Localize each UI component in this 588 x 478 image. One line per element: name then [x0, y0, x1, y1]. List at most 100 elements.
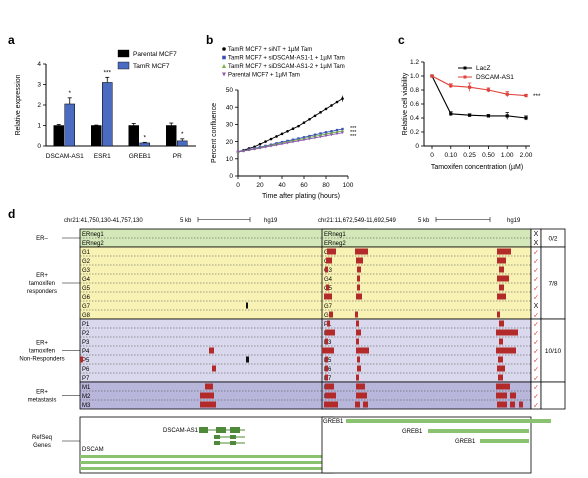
sample-row-label: P3 — [324, 340, 332, 346]
data-point — [341, 131, 344, 135]
data-point — [280, 132, 284, 136]
peak-mark — [496, 392, 507, 399]
present-mark: ✓ — [533, 367, 539, 374]
group-label-line: tamoxifen — [29, 281, 55, 287]
present-mark: ✓ — [533, 394, 539, 401]
group-label: ER– — [36, 236, 48, 242]
gene-body — [80, 455, 333, 458]
fraction-label: 10/10 — [545, 348, 562, 355]
peak-mark — [325, 266, 328, 273]
absent-mark: X — [534, 231, 539, 238]
data-point — [324, 107, 328, 111]
peak-mark — [327, 248, 336, 255]
present-mark: ✓ — [533, 313, 539, 320]
series-line — [237, 132, 343, 153]
data-point — [308, 117, 311, 121]
gene-exon — [214, 435, 220, 439]
data-point — [236, 150, 240, 154]
refseq-label-line: RefSeq — [32, 435, 52, 441]
data-point — [308, 137, 311, 141]
sample-row-label: P7 — [82, 376, 90, 382]
peak-mark — [496, 347, 516, 354]
peak-mark — [212, 365, 216, 372]
gene-body — [80, 467, 333, 470]
data-point — [258, 146, 262, 150]
peak-mark — [325, 338, 328, 345]
peak-mark — [510, 401, 515, 408]
peak-mark — [246, 356, 249, 363]
legend-swatch — [117, 49, 130, 58]
y-tick-label: 3 — [37, 82, 41, 89]
gene-label: GREB1 — [402, 429, 423, 435]
data-point — [280, 142, 284, 146]
sample-row-label: G4 — [324, 277, 333, 283]
peak-mark — [499, 338, 503, 345]
track-group-background — [79, 318, 334, 383]
present-mark: ✓ — [533, 286, 539, 293]
bar — [64, 103, 75, 147]
data-point — [275, 143, 278, 147]
bar — [177, 140, 188, 147]
fraction-column — [540, 381, 566, 410]
sample-row-label: P5 — [324, 358, 332, 364]
gene-exon — [230, 427, 240, 433]
gene-body — [428, 429, 529, 433]
peak-mark — [205, 383, 213, 390]
peak-mark — [356, 383, 365, 390]
peak-mark — [327, 320, 330, 327]
group-label-line: Non-Responders — [19, 357, 64, 363]
peak-mark — [496, 383, 510, 390]
legend-label: Parental MCF7 — [133, 51, 177, 58]
peak-mark — [324, 293, 332, 300]
significance-marker: * — [68, 90, 71, 97]
sample-row-label: ERneg1 — [324, 232, 346, 238]
data-point — [247, 148, 251, 152]
sample-row-label: G1 — [82, 250, 91, 256]
peak-mark — [329, 311, 333, 318]
significance-marker: * — [181, 131, 184, 138]
fraction-label: 0/2 — [548, 235, 557, 242]
group-label-line: ER+ — [36, 273, 48, 279]
sample-row-label: G7 — [324, 304, 333, 310]
peak-mark — [497, 311, 500, 318]
data-point — [286, 141, 289, 145]
group-label-line: ER+ — [36, 390, 48, 396]
legend-label: TamR MCF7 + siDSCAM-AS1-2 + 1µM Tam — [228, 64, 345, 70]
peak-mark — [246, 302, 248, 309]
peak-mark — [325, 392, 336, 399]
peak-mark — [80, 356, 83, 363]
panel-c-letter: c — [398, 33, 405, 47]
peak-mark — [324, 401, 338, 408]
data-point — [258, 142, 262, 146]
data-point — [330, 133, 333, 137]
x-tick-label: 20 — [256, 182, 264, 189]
x-tick-label: 0.10 — [444, 152, 457, 159]
data-point — [286, 129, 289, 133]
peak-mark — [519, 401, 523, 408]
sample-row-label: P6 — [324, 367, 332, 373]
peak-mark — [325, 383, 334, 390]
panel-d-letter: d — [8, 207, 15, 221]
sample-row-label: G6 — [82, 295, 91, 301]
sample-row-label: G7 — [82, 304, 91, 310]
significance-marker: *** — [350, 126, 357, 132]
peak-mark — [357, 275, 360, 282]
group-label: ER+ metastasis — [28, 390, 57, 404]
gene-exon — [230, 441, 236, 445]
sample-row-label: P7 — [324, 376, 332, 382]
data-point — [341, 127, 344, 131]
gene-label: GREB1 — [323, 419, 344, 425]
gene-label: DSCAM-AS1 — [163, 428, 199, 434]
peak-mark — [325, 365, 328, 372]
track-coordinates: chr21:11,672,549-11,692,549 — [318, 218, 397, 224]
peak-mark — [356, 257, 363, 264]
x-axis-title: Tamoxifen concentration (µM) — [431, 164, 523, 171]
data-point — [269, 137, 273, 141]
group-label-line: ER+ — [36, 341, 48, 347]
peak-mark — [357, 266, 361, 273]
refseq-label-line: Genes — [33, 443, 51, 449]
bar — [53, 125, 64, 147]
bar — [102, 82, 113, 147]
present-mark: ✓ — [533, 295, 539, 302]
